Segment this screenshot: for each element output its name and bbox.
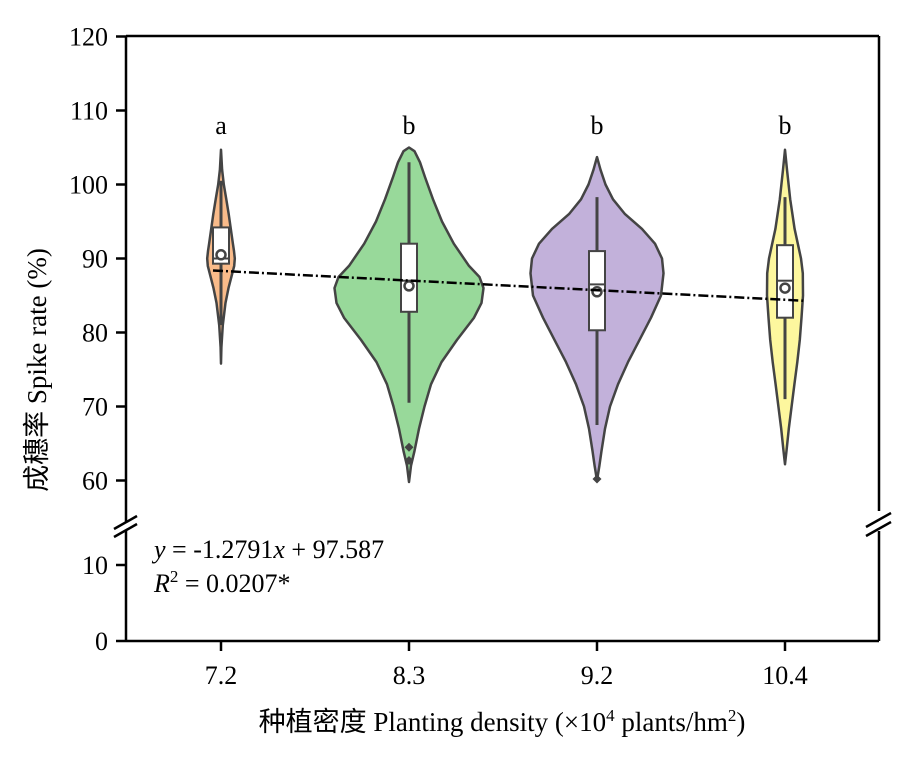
axis-break-left-1	[113, 514, 138, 531]
significance-letter-9.2: b	[591, 111, 604, 140]
mean-marker-8.3	[403, 280, 415, 292]
labels: 种植密度 Planting density (×104 plants/hm2) …	[22, 248, 745, 737]
mean-marker-10.4	[779, 282, 791, 294]
y-tick-label-60: 60	[82, 467, 108, 496]
y-tick-label-110: 110	[70, 97, 108, 126]
axis-break-right-2	[865, 520, 892, 538]
axis-break-right-1	[865, 511, 892, 529]
significance-letter-8.3: b	[403, 111, 416, 140]
box-8.3	[400, 242, 418, 313]
mean-marker-7.2	[215, 249, 227, 261]
regression-equation: y = -1.2791x + 97.587	[151, 535, 384, 564]
y-tick-label-80: 80	[82, 319, 108, 348]
trend-line	[212, 269, 806, 303]
mean-marker-9.2	[591, 286, 603, 298]
y-tick-label-100: 100	[69, 171, 108, 200]
ticks: 7.2 8.3 9.2 10.4 60 70 80 90 100 110 120 0 10	[69, 23, 808, 691]
outlier-9.2-0	[592, 474, 602, 484]
y-tick-label-0: 0	[95, 627, 108, 656]
significance-letter-7.2: a	[215, 111, 227, 140]
axes	[113, 34, 892, 643]
y-tick-label-10: 10	[82, 551, 108, 580]
y-tick-label-90: 90	[82, 245, 108, 274]
y-axis-label: 成穗率 Spike rate (%)	[22, 248, 52, 492]
y-tick-label-120: 120	[69, 23, 108, 52]
outlier-8.3-0	[404, 442, 414, 452]
x-tick-label-10.4: 10.4	[762, 661, 808, 690]
x-tick-label-9.2: 9.2	[581, 661, 614, 690]
axis-break-left-2	[113, 522, 138, 539]
outlier-8.3-1	[404, 456, 414, 466]
x-axis-label: 种植密度 Planting density (×104 plants/hm2)	[259, 706, 746, 737]
y-tick-label-70: 70	[82, 393, 108, 422]
x-tick-label-7.2: 7.2	[205, 661, 238, 690]
x-tick-label-8.3: 8.3	[393, 661, 426, 690]
significance-letter-10.4: b	[779, 111, 792, 140]
r-squared-text: R2 = 0.0207*	[153, 567, 291, 598]
